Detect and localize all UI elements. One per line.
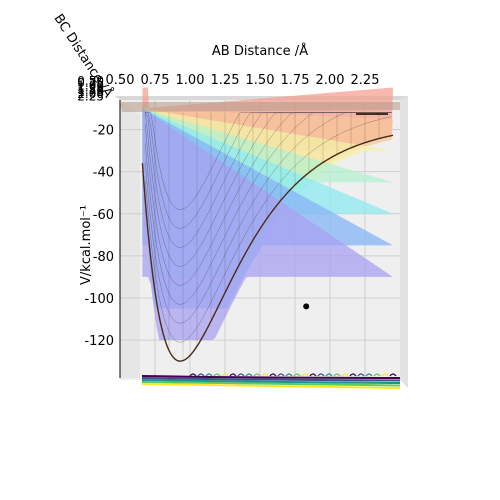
contour-loop	[253, 373, 261, 377]
contour-loop	[349, 373, 357, 377]
contour-line	[141, 383, 401, 389]
tick-labels: 0.50 0.75 1.00 1.25 1.50 1.75 2.00 2.25-20-40-6…	[77, 73, 379, 349]
x-tick-label: 2.00	[316, 73, 345, 88]
x-tick-label: 1.50	[246, 73, 275, 88]
contour-loop	[213, 373, 221, 377]
contour-loop	[381, 373, 389, 377]
left-pane	[120, 100, 140, 378]
y-tick-label: 0.75	[77, 76, 104, 90]
x-tick-label: 1.00	[176, 73, 205, 88]
contour-loop	[205, 373, 213, 377]
contour-loop	[365, 373, 373, 377]
z-tick-label: -40	[93, 166, 114, 181]
contour-loop	[301, 373, 309, 377]
contour-loop	[357, 373, 365, 377]
contour-loop	[197, 373, 205, 377]
contour-loop	[221, 373, 229, 377]
x-tick-label: 2.25	[351, 73, 380, 88]
surface-plot	[120, 87, 400, 362]
x-tick-label: 1.75	[281, 73, 310, 88]
y-tick-label: 2.00	[77, 87, 104, 101]
contour-line	[141, 375, 401, 379]
z-tick-label: -120	[84, 334, 114, 349]
surface-mesh-line	[144, 116, 392, 343]
y-tick-label: 1.00	[77, 78, 104, 92]
z-axis-label: V/kcal.mol⁻¹	[79, 205, 94, 285]
contour-loop	[285, 373, 293, 377]
surface-mesh-line	[145, 112, 392, 210]
z-tick-label: -60	[93, 208, 114, 223]
contour-loop	[341, 373, 349, 377]
contour-line	[141, 381, 401, 387]
x-tick-label: 0.75	[141, 73, 170, 88]
x-axis-label: AB Distance /Å	[212, 43, 308, 59]
surface-edge-curve	[141, 134, 394, 362]
x-tick-label: 1.25	[211, 73, 240, 88]
x-tick-label: 0.50	[106, 73, 135, 88]
contour-loop	[237, 373, 245, 377]
surface-top-ridge	[120, 102, 400, 112]
z-tick-label: -20	[93, 124, 114, 139]
floor-contours	[141, 373, 401, 389]
y-tick-label: 0.50	[77, 74, 104, 88]
contour-loop	[325, 373, 333, 377]
contour-line	[141, 379, 401, 384]
contour-loop	[269, 373, 277, 377]
contour-loop	[373, 373, 381, 377]
z-tick-label: -100	[84, 292, 114, 307]
y-tick-label: 1.25	[77, 81, 104, 95]
contour-loop	[309, 373, 317, 377]
contour-loop	[189, 373, 197, 377]
z-tick-label: -80	[93, 250, 114, 265]
contour-loop	[317, 373, 325, 377]
contour-loop	[261, 373, 269, 377]
y-tick-label: 1.75	[77, 85, 104, 99]
contour-loop	[277, 373, 285, 377]
y-tick-label: 1.50	[77, 83, 104, 97]
y-tick-label: 2.25	[77, 89, 104, 103]
contour-loop	[333, 373, 341, 377]
contour-loop	[229, 373, 237, 377]
contour-line	[141, 377, 401, 382]
contour-loop	[389, 373, 397, 377]
contour-loop	[293, 373, 301, 377]
surface-band	[142, 108, 393, 341]
marked-point	[303, 303, 310, 310]
right-pane	[400, 96, 408, 388]
contour-loop	[245, 373, 253, 377]
